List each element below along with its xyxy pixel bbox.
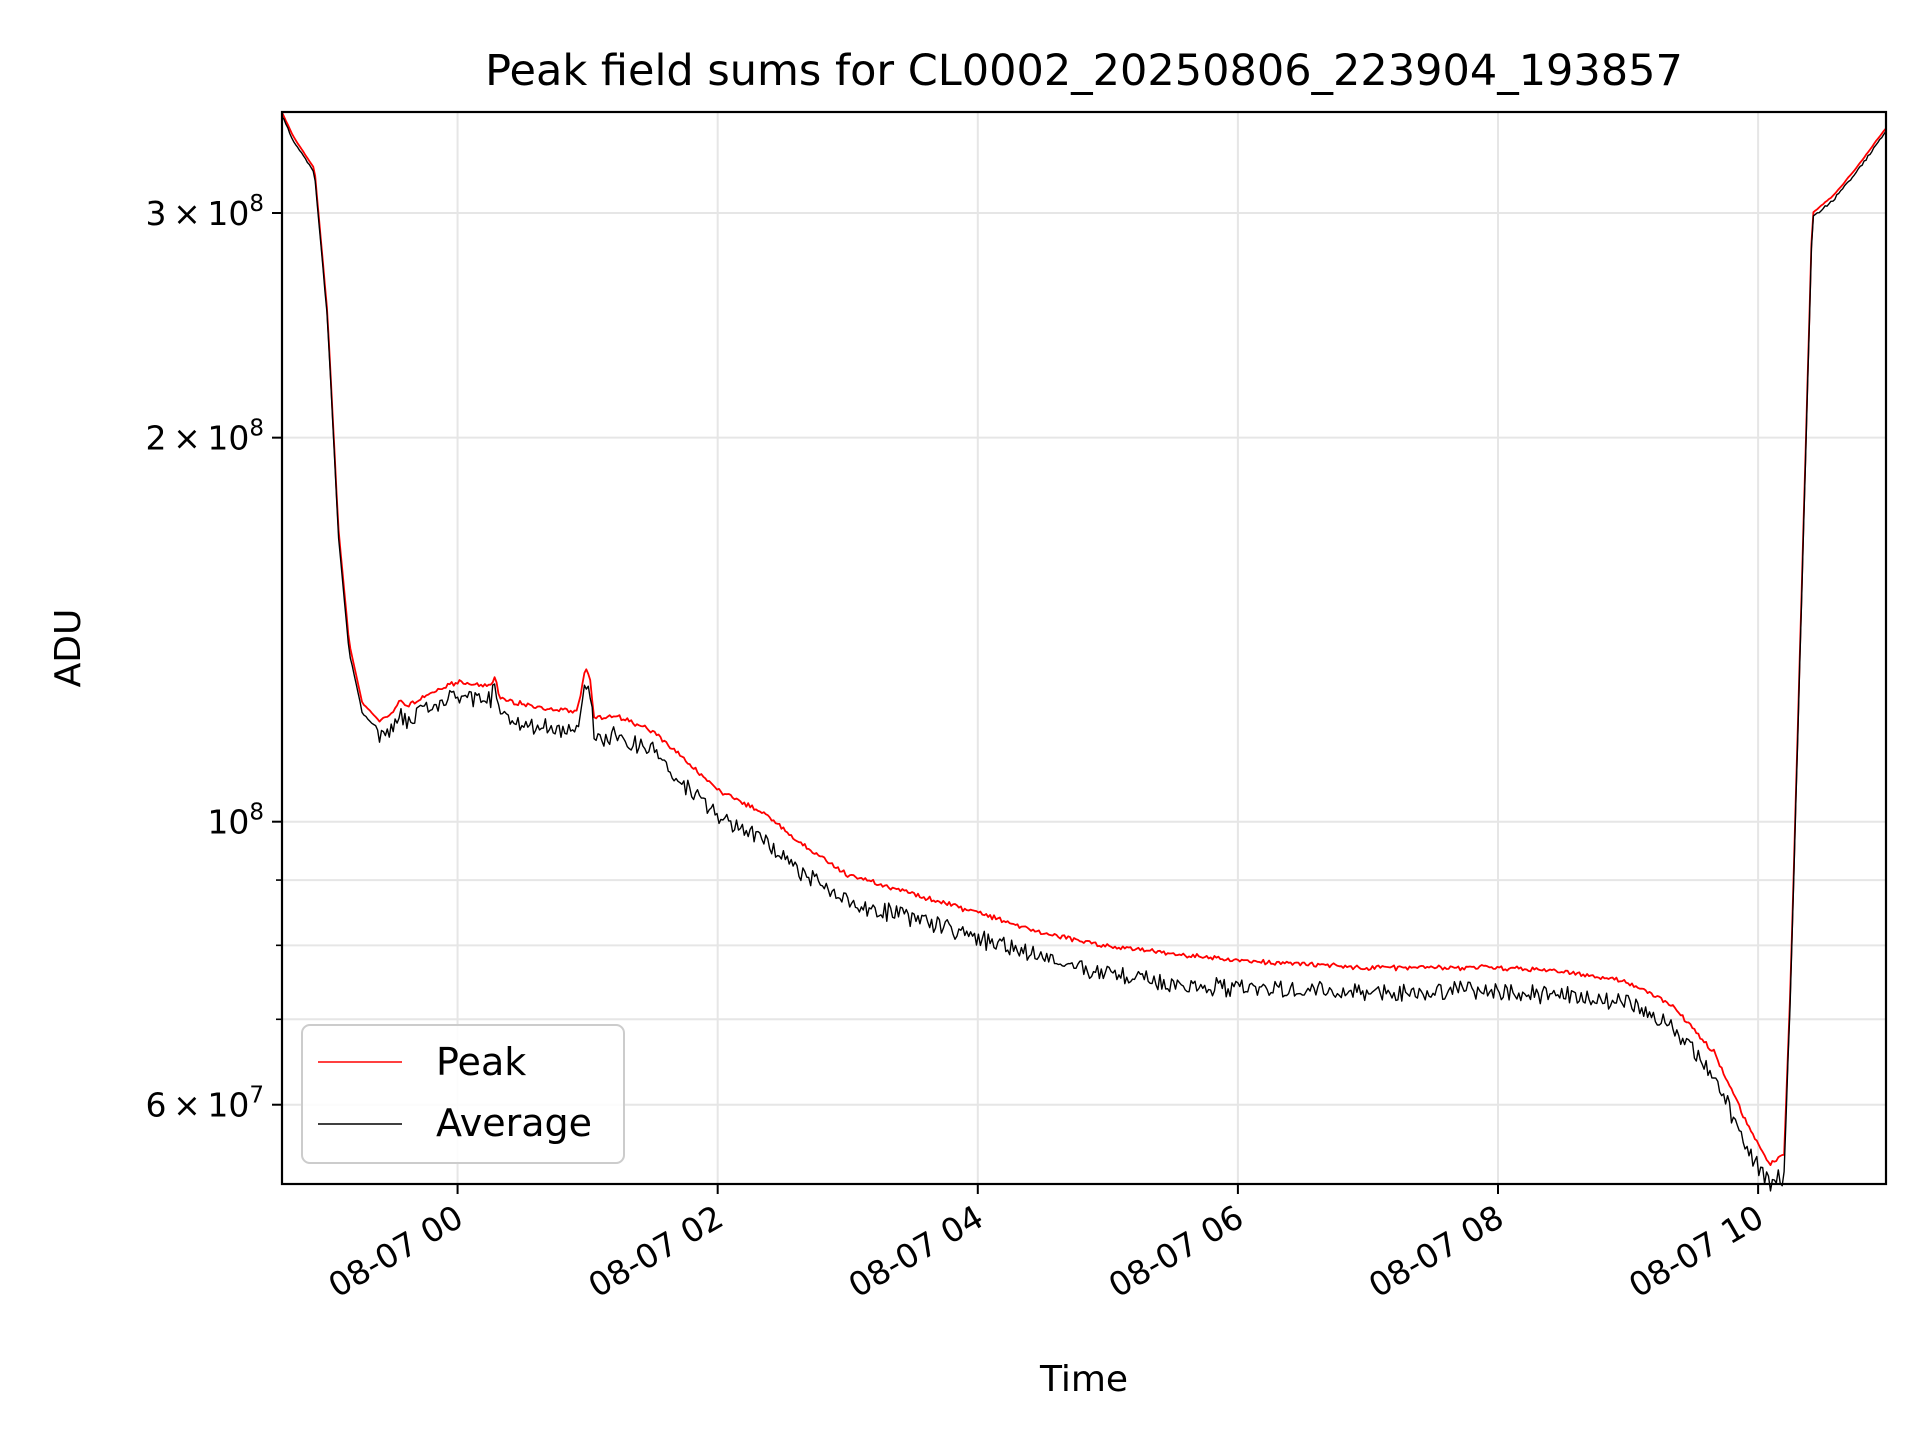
grid: [282, 112, 1886, 1184]
plot-frame: [280, 110, 1888, 1186]
y-tick-label: 6 × 107: [146, 1083, 264, 1125]
legend-label-average: Average: [436, 1101, 592, 1145]
legend-box: [301, 1024, 625, 1164]
series-line-average: [281, 116, 1887, 1192]
y-tick-label: 108: [207, 800, 264, 842]
series-line-peak: [281, 112, 1887, 1166]
chart-title: Peak field sums for CL0002_20250806_2239…: [485, 46, 1683, 96]
legend: Peak Average: [301, 1024, 625, 1164]
legend-label-peak: Peak: [436, 1040, 526, 1084]
y-tick-label: 2 × 108: [146, 416, 264, 458]
y-axis-label: ADU: [48, 609, 89, 688]
series-lines: [281, 112, 1887, 1192]
y-tick-label: 3 × 108: [146, 191, 264, 233]
x-axis-label: Time: [1039, 1359, 1128, 1400]
y-axis-ticks: 3 × 108 2 × 108 108 6 × 107: [146, 191, 282, 1125]
